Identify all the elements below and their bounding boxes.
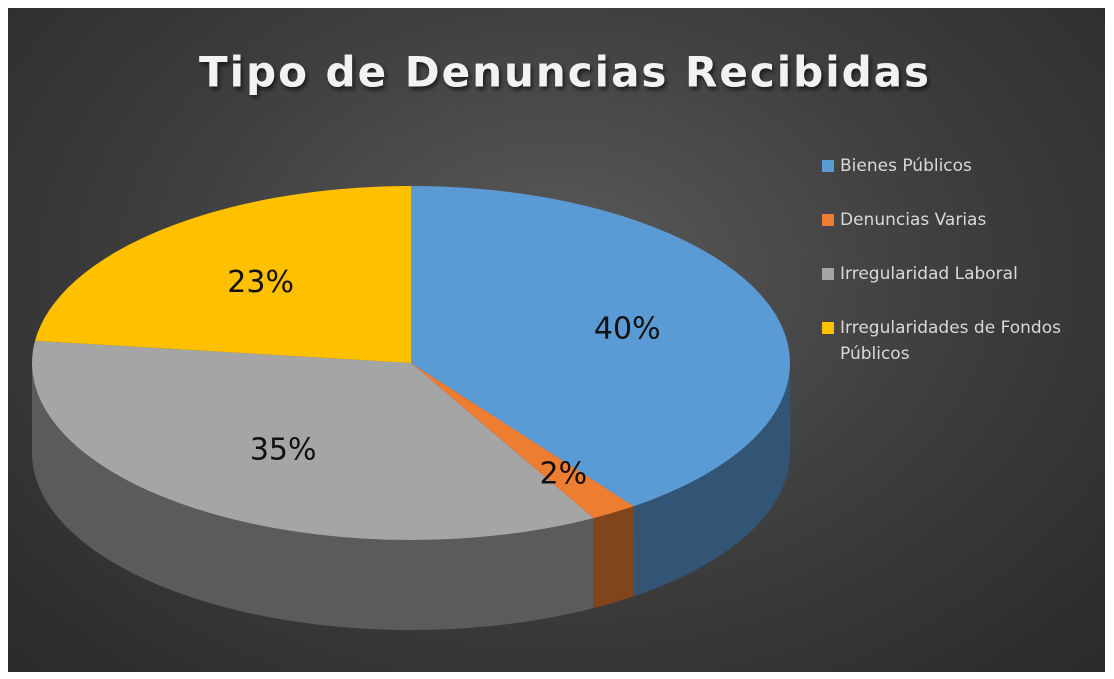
- chart-title: Tipo de Denuncias Recibidas: [199, 48, 931, 97]
- value-label: 2%: [540, 457, 588, 492]
- legend-item: Irregularidad Laboral: [822, 261, 1112, 287]
- value-label: 40%: [594, 312, 661, 347]
- slice: [411, 363, 634, 519]
- value-label: 35%: [250, 432, 317, 467]
- legend-label: Denuncias Varias: [840, 210, 987, 230]
- slice-side: [593, 506, 634, 609]
- legend-item: Bienes Públicos: [822, 153, 1112, 179]
- legend-item: Denuncias Varias: [822, 207, 1112, 233]
- legend-swatch: [822, 268, 834, 280]
- chart: Tipo de Denuncias Recibidas 40% 2% 35% 23%: [31, 48, 931, 630]
- chart-area: Tipo de Denuncias Recibidas 40% 2% 35% 23% …: [8, 8, 1105, 672]
- slice: [34, 186, 412, 363]
- legend-swatch: [822, 322, 834, 334]
- value-label: 23%: [227, 265, 294, 300]
- legend-label: Irregularidad Laboral: [840, 264, 1018, 284]
- legend-swatch: [822, 160, 834, 172]
- legend-item: Irregularidades de Fondos Públicos: [822, 315, 1112, 367]
- slice-side: [633, 363, 791, 597]
- legend-swatch: [822, 214, 834, 226]
- legend-label: Bienes Públicos: [840, 156, 972, 176]
- legend: Bienes Públicos Denuncias Varias Irregular…: [822, 153, 1112, 395]
- slice: [411, 186, 791, 507]
- legend-label: Irregularidades de Fondos Públicos: [840, 318, 1061, 364]
- slice: [31, 340, 594, 541]
- slice-side: [32, 363, 594, 630]
